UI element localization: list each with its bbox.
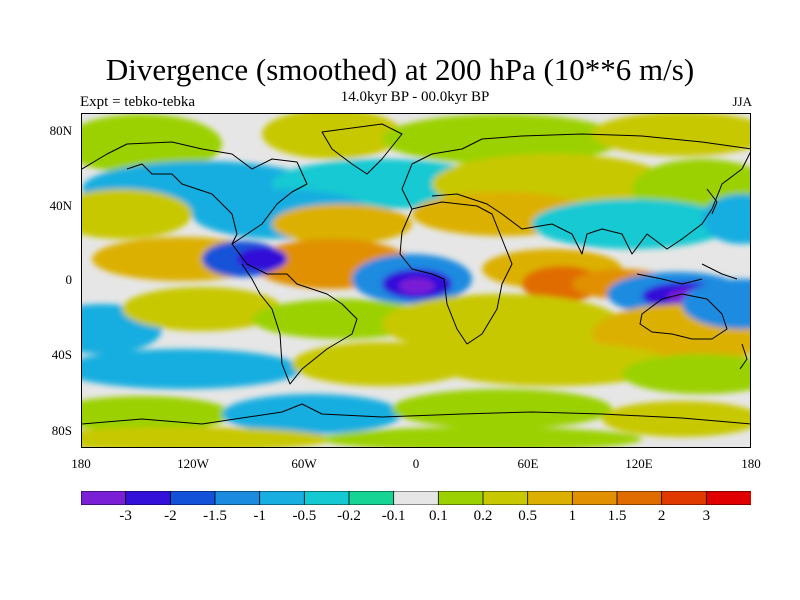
colorbar-swatch (169, 491, 216, 505)
colorbar-label: -2 (164, 508, 177, 524)
colorbar-swatch (482, 491, 529, 505)
map-panel (81, 113, 751, 448)
anomaly-patch (602, 401, 750, 437)
colorbar-label: 1 (568, 508, 577, 524)
x-tick-label: 120W (177, 456, 209, 471)
colorbar-label: -1.5 (203, 508, 227, 524)
colorbar-swatch (571, 491, 618, 505)
colorbar-swatch (705, 491, 751, 505)
colorbar-swatch (259, 491, 306, 505)
anomaly-patch (392, 389, 612, 429)
colorbar-label: -0.2 (337, 508, 361, 524)
x-tick-label: 0 (412, 456, 420, 471)
y-tick-label: 40N (49, 198, 72, 213)
divergence-map (82, 114, 750, 447)
chart-title: Divergence (smoothed) at 200 hPa (10**6 … (105, 52, 695, 87)
colorbar-label: 1.5 (607, 508, 627, 524)
anomaly-patch (532, 199, 732, 249)
anomaly-patch (122, 287, 282, 331)
y-tick-label: 40S (51, 347, 72, 362)
anomaly-patch (622, 354, 750, 394)
x-tick-label: 120E (625, 456, 653, 471)
colorbar-swatch (661, 491, 708, 505)
anomaly-patch (82, 427, 332, 447)
experiment-label: Expt = tebko-tebka (80, 94, 196, 110)
colorbar-swatch (437, 491, 484, 505)
colorbar-swatch (348, 491, 395, 505)
colorbar-label: 0.1 (428, 508, 448, 524)
anomaly-patch (292, 342, 472, 386)
colorbar-label: -0.5 (292, 508, 317, 524)
colorbar-label: 0.2 (473, 508, 493, 524)
x-tick-label: 60W (291, 456, 317, 471)
y-tick-label: 80S (51, 423, 72, 438)
colorbar-label: 0.5 (518, 508, 538, 524)
x-tick-label: 60E (517, 456, 539, 471)
anomaly-patch (322, 427, 642, 447)
coastlines (82, 123, 750, 425)
anomaly-patch (399, 278, 435, 294)
anomaly-patch (682, 279, 750, 329)
colorbar-swatch (81, 491, 127, 505)
colorbar-label: 2 (657, 508, 666, 524)
anomaly-patch (262, 114, 402, 159)
colorbar (81, 491, 751, 505)
colorbar-label: -1 (253, 508, 266, 524)
anomaly-patch (432, 342, 672, 386)
anomaly-patch (272, 204, 412, 244)
x-tick-label: 180 (741, 456, 761, 471)
chart-subtitle: 14.0kyr BP - 00.0kyr BP (340, 89, 490, 105)
anomaly-patch (592, 114, 750, 156)
x-tick-label: 180 (71, 456, 91, 471)
anomaly-patch (702, 194, 750, 244)
colorbar-swatch (616, 491, 663, 505)
anomaly-patch (222, 394, 402, 434)
anomaly-patch (382, 294, 622, 354)
colorbar-label: -0.1 (381, 508, 406, 524)
y-tick-label: 0 (65, 272, 73, 287)
anomaly-patch (382, 114, 622, 164)
colorbar-swatch (214, 491, 261, 505)
colorbar-swatch (303, 491, 350, 505)
colorbar-label: 3 (702, 508, 711, 524)
colorbar-label: -3 (119, 508, 132, 524)
colorbar-swatch (527, 491, 574, 505)
y-tick-label: 80N (49, 123, 72, 138)
colorbar-swatch (125, 491, 172, 505)
anomaly-patch (82, 189, 192, 239)
anomaly-patch (82, 114, 222, 174)
colorbar-swatch (393, 491, 440, 505)
anomaly-patch (82, 349, 302, 389)
season-label: JJA (732, 94, 752, 109)
